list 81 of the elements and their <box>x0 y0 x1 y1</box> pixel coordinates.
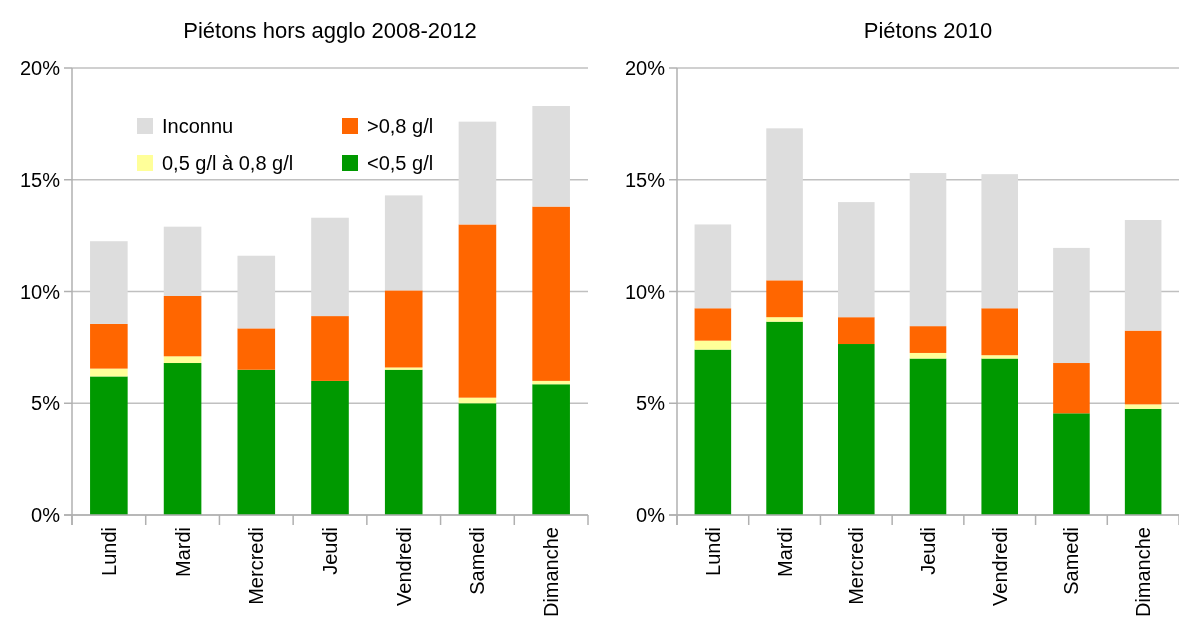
x-tick-label: Jeudi <box>917 527 939 575</box>
bar <box>311 217 349 317</box>
bar <box>981 358 1018 515</box>
y-tick-label: 5% <box>31 392 61 415</box>
bar <box>90 323 128 369</box>
bar <box>838 344 875 515</box>
x-tick-label: Lundi <box>97 527 120 576</box>
bar <box>90 241 128 324</box>
bar <box>163 363 202 515</box>
bar <box>532 380 570 385</box>
bar <box>90 368 128 377</box>
bar <box>237 255 276 329</box>
bar <box>384 195 423 291</box>
y-tick-label: 20% <box>624 57 666 79</box>
bar <box>909 326 947 353</box>
x-tick-label: Lundi <box>701 527 724 576</box>
y-tick-label: 10% <box>624 280 666 303</box>
bar <box>1124 219 1162 331</box>
y-tick-label: 15% <box>624 168 666 191</box>
x-tick-label: Mercredi <box>245 527 268 605</box>
bar <box>766 280 803 318</box>
bar <box>311 316 349 381</box>
bar <box>1053 247 1090 364</box>
bar <box>838 202 875 318</box>
bar <box>237 369 276 515</box>
y-tick-label: 0% <box>31 504 61 526</box>
bar <box>838 317 875 345</box>
bar <box>909 358 947 515</box>
x-tick-label: Mercredi <box>845 527 868 605</box>
bar <box>532 106 570 207</box>
y-tick-label: 0% <box>636 504 666 526</box>
bar <box>981 355 1018 359</box>
bar <box>694 349 732 515</box>
y-tick-label: 10% <box>19 280 61 303</box>
bar <box>694 308 732 341</box>
x-tick-label: Vendredi <box>988 527 1011 606</box>
bar <box>458 121 497 225</box>
bar <box>981 308 1018 356</box>
x-tick-label: Mardi <box>171 527 194 578</box>
bar <box>237 328 276 370</box>
x-tick-label: Samedi <box>1060 527 1083 595</box>
chart-title: Piétons 2010 <box>863 18 993 43</box>
bar <box>532 206 570 381</box>
bar <box>163 356 202 364</box>
bar <box>90 376 128 515</box>
bar <box>1053 413 1090 515</box>
bar <box>384 369 423 515</box>
legend-label: >0,8 g/l <box>367 115 434 137</box>
x-tick-label: Jeudi <box>319 527 341 575</box>
y-tick-label: 5% <box>636 392 666 415</box>
bar <box>1124 408 1162 515</box>
bar <box>384 290 423 368</box>
bar <box>766 317 803 322</box>
bar <box>694 340 732 350</box>
bar <box>1124 330 1162 405</box>
legend-label: <0,5 g/l <box>367 152 434 174</box>
bar <box>981 174 1018 309</box>
bar <box>766 321 803 515</box>
bar <box>694 224 732 309</box>
bar <box>163 295 202 357</box>
x-tick-label: Vendredi <box>392 527 415 606</box>
bar <box>1053 363 1090 414</box>
bar <box>311 380 349 515</box>
x-tick-label: Samedi <box>466 527 489 595</box>
y-tick-label: 20% <box>19 57 61 79</box>
x-tick-label: Dimanche <box>540 527 563 618</box>
x-tick-label: Mardi <box>773 527 796 578</box>
bar <box>384 367 423 370</box>
bar <box>458 224 497 398</box>
bar <box>909 352 947 359</box>
legend-label: 0,5 g/l à 0,8 g/l <box>162 152 294 174</box>
bar <box>163 226 202 296</box>
bar <box>458 403 497 515</box>
bar <box>1124 404 1162 409</box>
x-tick-label: Dimanche <box>1132 527 1155 618</box>
chart-title: Piétons hors agglo 2008-2012 <box>183 18 477 43</box>
legend-label: Inconnu <box>162 115 234 137</box>
bar <box>532 384 570 515</box>
bar <box>909 173 947 327</box>
y-tick-label: 15% <box>19 168 61 191</box>
bar <box>766 128 803 281</box>
